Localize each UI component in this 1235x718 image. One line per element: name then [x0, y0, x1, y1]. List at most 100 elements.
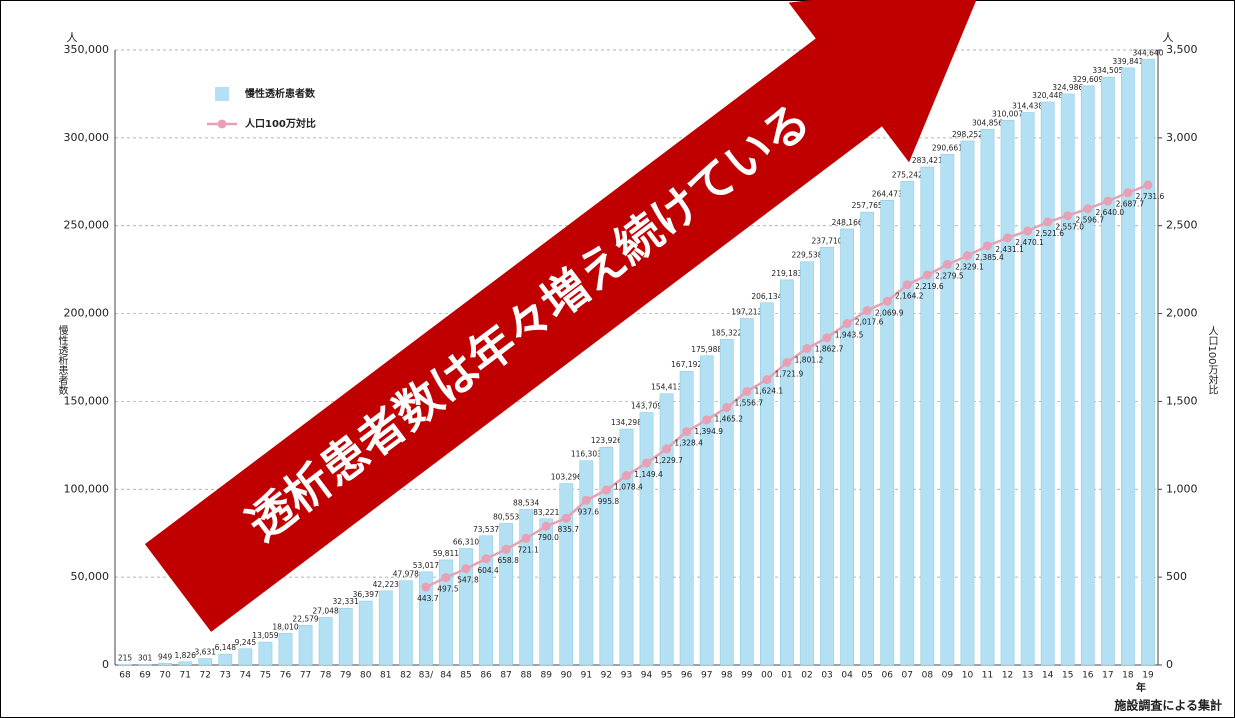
bar [318, 617, 333, 666]
bar-value-label: 18,010 [272, 622, 298, 631]
bar-value-label: 175,988 [691, 345, 722, 354]
line-value-label: 1,721.9 [775, 369, 804, 378]
bar-value-label: 310,007 [992, 109, 1023, 118]
bar [519, 509, 534, 666]
line-marker [962, 251, 972, 261]
x-tick-label: 04 [841, 671, 853, 681]
line-marker [1003, 233, 1013, 243]
line-value-label: 790.0 [537, 533, 559, 542]
x-tick-label: 11 [982, 671, 993, 681]
bar-value-label: 324,986 [1052, 83, 1083, 92]
x-tick-label: 96 [681, 671, 693, 681]
line-value-label: 2,017.6 [855, 317, 884, 326]
bar [639, 412, 654, 666]
line-marker [662, 444, 672, 454]
y2-tick-label: 2,500 [1166, 219, 1198, 232]
line-marker [902, 280, 912, 290]
bar [559, 483, 574, 666]
x-tick-label: 02 [801, 671, 812, 681]
line-marker [561, 513, 571, 523]
line-value-label: 2,431.1 [995, 245, 1024, 254]
line-value-label: 2,069.9 [875, 308, 904, 317]
bar [900, 181, 915, 666]
x-tick-label: 10 [962, 671, 974, 681]
line-marker [1143, 180, 1153, 190]
line-value-label: 2,640.0 [1096, 208, 1125, 217]
line-value-label: 721.1 [517, 545, 539, 554]
legend-swatch [217, 119, 227, 129]
line-value-label: 2,164.2 [895, 292, 924, 301]
line-marker [922, 270, 932, 280]
x-tick-label: 06 [881, 671, 893, 681]
bar-value-label: 949 [158, 652, 173, 661]
x-tick-label: 87 [500, 671, 511, 681]
bar-value-label: 314,438 [1012, 101, 1043, 110]
bar-value-label: 344,640 [1132, 48, 1163, 57]
line-marker [1043, 217, 1053, 227]
x-tick-label: 68 [119, 671, 131, 681]
x-tick-label: 92 [601, 671, 612, 681]
bar-value-label: 6,148 [215, 643, 237, 652]
bar [338, 607, 353, 666]
x-tick-label: 09 [942, 671, 954, 681]
bar [960, 140, 975, 666]
bar [699, 355, 714, 666]
bar-value-label: 197,213 [731, 307, 762, 316]
bar [980, 129, 995, 666]
line-value-label: 1,229.7 [654, 456, 683, 465]
bar-value-label: 88,534 [513, 498, 539, 507]
bar-value-label: 334,505 [1092, 66, 1123, 75]
line-marker [822, 333, 832, 343]
line-value-label: 2,279.5 [935, 271, 964, 280]
line-marker [1083, 204, 1093, 214]
arrow-shape [144, 0, 985, 632]
line-marker [541, 521, 551, 531]
line-marker [521, 533, 531, 543]
line-value-label: 2,557.0 [1055, 223, 1084, 232]
y-tick-label: 100,000 [64, 482, 110, 495]
y2-unit: 人 [1163, 31, 1174, 44]
line-marker [762, 375, 772, 385]
line-value-label: 1,556.7 [734, 398, 763, 407]
line-value-label: 1,078.4 [614, 483, 643, 492]
bar-value-label: 32,331 [333, 597, 359, 606]
bar-value-label: 36,397 [353, 590, 379, 599]
line-marker [842, 318, 852, 328]
line-value-label: 1,624.1 [755, 387, 784, 396]
x-tick-label: 71 [179, 671, 190, 681]
x-tick-label: 97 [701, 671, 712, 681]
line-value-label: 1,394.9 [694, 427, 723, 436]
legend-label: 人口100万対比 [245, 117, 316, 130]
bar-value-label: 73,537 [473, 525, 499, 534]
bar [258, 641, 273, 666]
x-tick-label: 99 [741, 671, 753, 681]
x-tick-label: 93 [621, 671, 632, 681]
footnote: 施設調査による集計 [1114, 698, 1222, 713]
bar [158, 663, 173, 666]
bar [940, 154, 955, 666]
bar [178, 661, 193, 666]
bar-value-label: 257,765 [852, 201, 883, 210]
bar-value-label: 304,856 [972, 118, 1003, 127]
x-tick-label: 76 [280, 671, 292, 681]
x-tick-label: 69 [139, 671, 151, 681]
x-tick-label: 90 [561, 671, 573, 681]
x-tick-label: 95 [661, 671, 672, 681]
x-tick-label: 07 [902, 671, 913, 681]
line-marker [481, 554, 491, 564]
bar-value-label: 27,048 [312, 606, 338, 615]
bar [459, 548, 473, 666]
x-tick-label: 05 [861, 671, 872, 681]
bar-value-label: 9,245 [235, 638, 257, 647]
bar [1121, 67, 1135, 666]
x-tick-label: 15 [1062, 671, 1073, 681]
bar [760, 302, 774, 666]
bar [880, 200, 895, 666]
bar-value-label: 134,298 [611, 418, 642, 427]
bar-value-label: 248,166 [832, 218, 863, 227]
x-tick-label: 86 [480, 671, 492, 681]
line-marker [1023, 226, 1033, 236]
bar-value-label: 123,926 [591, 436, 622, 445]
bar [1040, 101, 1055, 666]
x-tick-label: 03 [821, 671, 832, 681]
